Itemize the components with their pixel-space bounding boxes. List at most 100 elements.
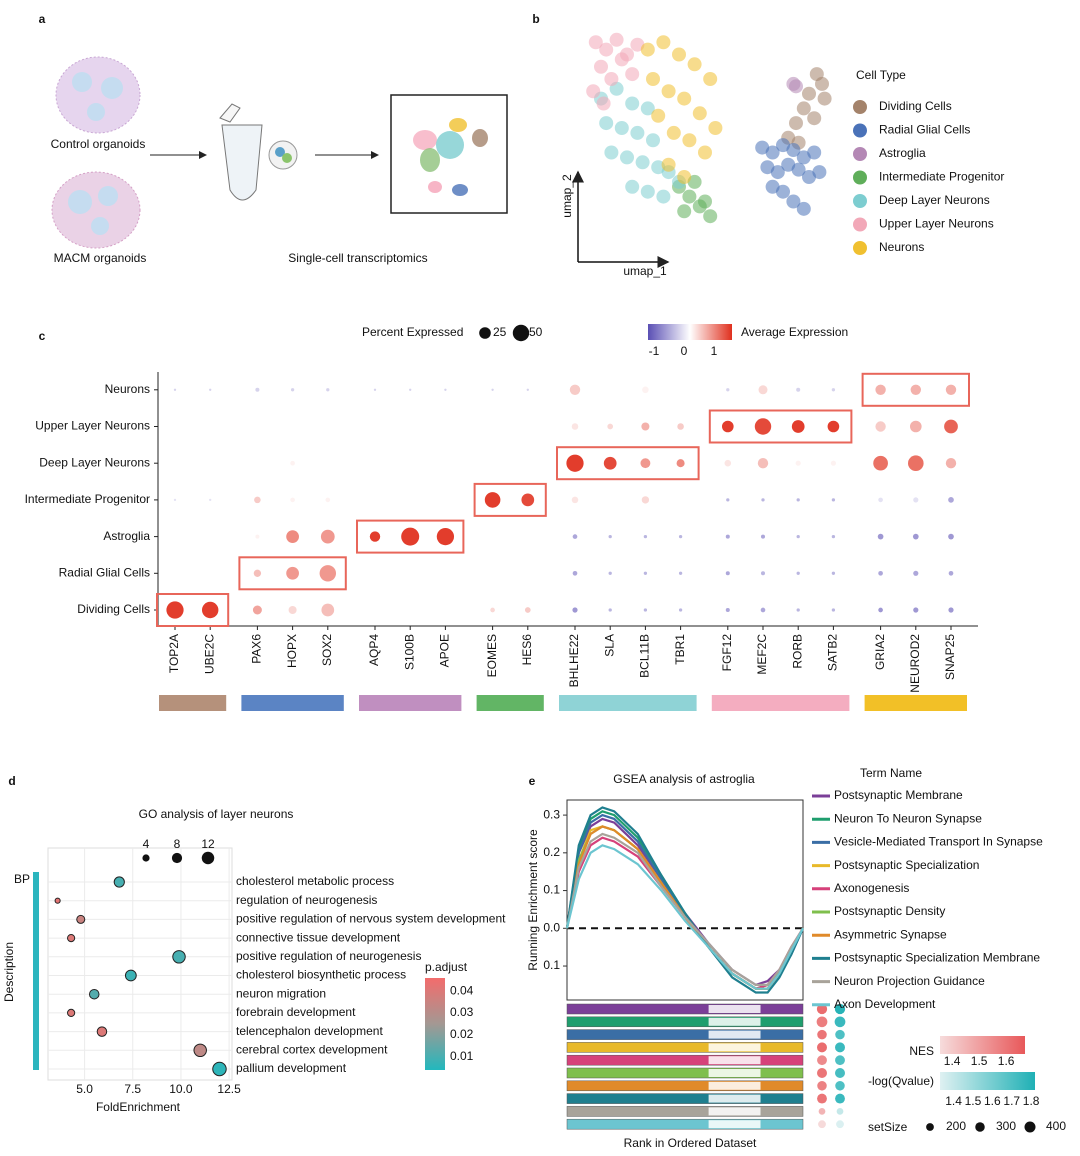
dot [326,388,330,392]
enrichment-line [565,844,804,990]
rug-track [566,1003,804,1015]
gene-label: UBE2C [202,634,216,674]
size-legend-dot [171,852,183,864]
umap-point [604,72,619,86]
term-label: cholesterol biosynthetic process [236,968,406,982]
dot [678,571,683,575]
dot [640,458,651,469]
umap-point [703,209,718,224]
rug-gap [708,1107,761,1116]
plot-area [47,847,233,1081]
size-legend-label: 400 [1046,1119,1066,1133]
q-dot [836,1108,844,1115]
legend-label: Astroglia [879,146,926,160]
legend-swatch [853,217,867,232]
dot [325,424,330,429]
size-legend-dot [975,1122,985,1132]
rug-track [566,1118,804,1130]
gene-label: MEF2C [755,634,769,675]
cluster-thumb [436,131,464,159]
term-label: cerebral cortex development [236,1042,388,1056]
gene-label: SNAP25 [943,634,957,680]
nes-dot [816,1016,828,1028]
group-bar [359,695,462,711]
dot [526,388,529,391]
organoid-lumen [98,186,118,206]
umap-point [646,72,660,86]
umap-point [646,133,660,148]
size-legend-label: 12 [201,837,215,851]
cluster-thumb [413,130,437,150]
dot [760,571,766,576]
dot [201,601,219,619]
size-legend-label: 300 [996,1119,1016,1133]
umap-point [666,125,681,140]
umap-point [604,145,619,160]
dot [948,497,954,503]
dot [255,387,260,392]
umap-point [661,157,676,172]
dot [373,388,377,391]
group-bar [159,695,227,711]
chart-title: GSEA analysis of astroglia [613,772,755,786]
q-dot [834,1016,846,1028]
legend-label: Upper Layer Neurons [879,217,994,231]
x-axis-label: FoldEnrichment [96,1100,181,1114]
q-dot [834,1003,846,1015]
schematic [51,56,508,249]
umap-point [677,204,692,219]
dot [643,534,648,539]
dot [209,388,212,391]
colorbar-label: 1.6 [998,1054,1015,1068]
panel-label: c [39,329,46,343]
dot [572,607,578,613]
rug-gap [708,1120,761,1129]
q-dot [835,1081,845,1091]
dot [796,571,800,575]
x-tick-label: 12.5 [217,1082,241,1096]
nes-dot [818,1108,826,1115]
dot [875,421,886,432]
umap-point [635,155,650,170]
dot [677,423,684,430]
legend-swatch [853,170,867,185]
gene-label: NEUROD2 [908,634,922,693]
umap-point [687,57,702,72]
schematic-label: MACM organoids [54,251,147,265]
dot [173,572,177,575]
legend-swatch [853,147,867,161]
organoid [55,56,141,134]
dot [526,425,529,428]
cell [282,153,292,163]
legend-title: Cell Type [856,68,906,82]
gene-label: EOMES [485,634,499,677]
dot [831,608,836,612]
size-legend-label: 200 [946,1119,966,1133]
highlight-box [156,593,230,627]
umap-point [672,47,686,62]
dot [286,530,299,543]
dot [948,533,954,540]
dot [676,459,685,468]
q-dot [835,1042,845,1053]
size-legend-label: 50 [529,325,543,339]
q-dot [835,1068,845,1078]
colorbar-label: 1.4 [945,1094,962,1108]
umap-point [656,189,671,204]
row-label: Upper Layer Neurons [35,419,150,433]
dot [173,388,177,391]
umap-point [661,84,676,99]
plot-area [566,799,804,1001]
panel-label: a [39,12,46,26]
dot [608,497,613,502]
colorbar-label: 1.8 [1023,1094,1040,1108]
dot [643,608,648,612]
dot [286,566,299,580]
dot [254,496,261,504]
chart-title: GO analysis of layer neurons [139,807,294,821]
bubble [212,1061,227,1077]
colorbar-title: NES [909,1044,934,1058]
dot [608,534,612,539]
y-axis-label: Running Enrichment score [526,829,540,971]
dot [725,607,730,613]
